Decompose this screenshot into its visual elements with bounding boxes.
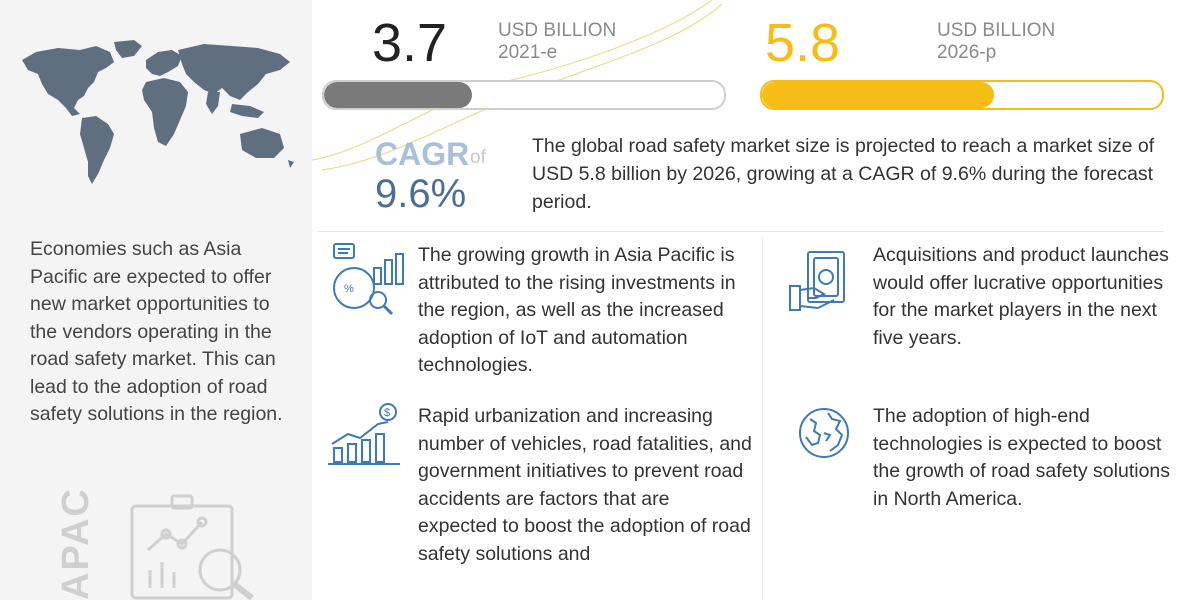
insight-text-north-america: The adoption of high-end technologies is… bbox=[873, 405, 1171, 510]
globe-icon bbox=[799, 408, 849, 458]
insight-text-acquisitions: Acquisitions and product launches would … bbox=[873, 244, 1169, 349]
market-unit-2026: USD BILLION 2026-p bbox=[937, 20, 1055, 64]
market-bar-fill-2021 bbox=[324, 82, 472, 108]
region-opportunity-text: Economies such as Asia Pacific are expec… bbox=[30, 238, 283, 425]
growth-chart-dollar-icon: $ bbox=[328, 403, 400, 465]
money-hand-icon bbox=[789, 251, 845, 311]
unit-label-2021: USD BILLION bbox=[498, 20, 617, 41]
cagr-value: 9.6% bbox=[375, 172, 467, 216]
divider-horizontal bbox=[318, 231, 1164, 232]
cagr-of-label: of bbox=[470, 147, 486, 168]
year-label-2026: 2026-p bbox=[937, 42, 997, 63]
svg-text:%: % bbox=[344, 283, 354, 295]
analytics-report-icon: % bbox=[333, 243, 404, 316]
cagr-label: CAGR bbox=[375, 136, 470, 172]
market-summary-text: The global road safety market size is pr… bbox=[532, 135, 1155, 213]
market-bar-2021 bbox=[322, 80, 726, 110]
market-unit-2021: USD BILLION 2021-e bbox=[498, 20, 616, 64]
market-bar-fill-2026 bbox=[762, 82, 994, 108]
insight-text-asia-pacific: The growing growth in Asia Pacific is at… bbox=[418, 244, 736, 376]
region-label: APAC bbox=[55, 487, 97, 600]
svg-text:$: $ bbox=[384, 407, 390, 419]
analytics-board-icon bbox=[130, 494, 254, 600]
left-panel: Economies such as Asia Pacific are expec… bbox=[0, 0, 312, 600]
divider-vertical bbox=[762, 236, 763, 600]
market-value-2021: 3.7 bbox=[372, 13, 448, 73]
insight-text-urbanization: Rapid urbanization and increasing number… bbox=[418, 405, 752, 565]
year-label-2021: 2021-e bbox=[498, 42, 558, 63]
market-value-2026: 5.8 bbox=[765, 13, 841, 73]
unit-label-2026: USD BILLION bbox=[937, 20, 1056, 41]
world-map-icon bbox=[22, 40, 294, 184]
market-bar-2026 bbox=[760, 80, 1164, 110]
